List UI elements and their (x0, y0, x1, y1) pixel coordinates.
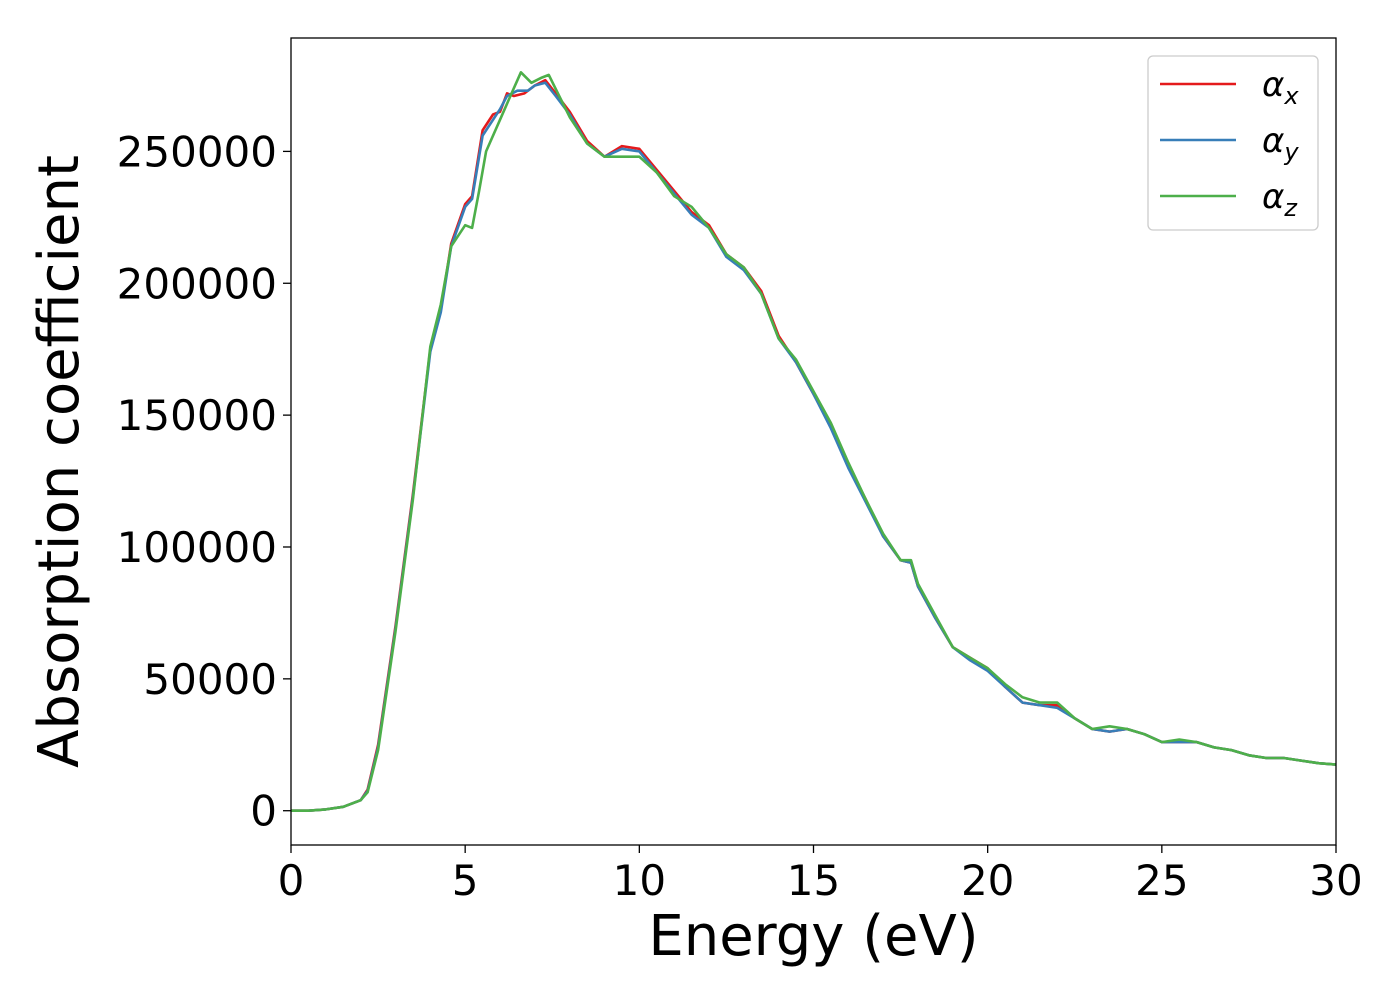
legend-label-z: αz (1262, 177, 1298, 222)
y-axis-title: Absorption coefficient (27, 155, 92, 768)
x-tick-label: 20 (961, 856, 1014, 905)
series-layer (291, 71, 1337, 812)
x-tick-label: 15 (787, 856, 840, 905)
legend-box (1147, 55, 1319, 231)
x-tick-label: 25 (1135, 856, 1188, 905)
legend: αx αy αz (1147, 55, 1319, 231)
x-axis: 0 5 10 15 20 25 30 (278, 845, 1363, 905)
y-tick-label: 200000 (117, 259, 277, 308)
x-axis-title: Energy (eV) (648, 904, 978, 969)
legend-label-y: αy (1262, 121, 1299, 166)
y-axis: 0 50000 100000 150000 200000 250000 (117, 127, 291, 836)
y-tick-label: 0 (250, 787, 277, 836)
y-tick-label: 150000 (117, 391, 277, 440)
y-tick-label: 250000 (117, 127, 277, 176)
series-line-z (291, 71, 1337, 812)
y-tick-label: 50000 (143, 655, 277, 704)
x-tick-label: 30 (1309, 856, 1362, 905)
y-tick-label: 100000 (117, 523, 277, 572)
legend-label-x: αx (1262, 65, 1299, 110)
x-tick-label: 10 (613, 856, 666, 905)
x-tick-label: 5 (452, 856, 479, 905)
x-tick-label: 0 (278, 856, 305, 905)
